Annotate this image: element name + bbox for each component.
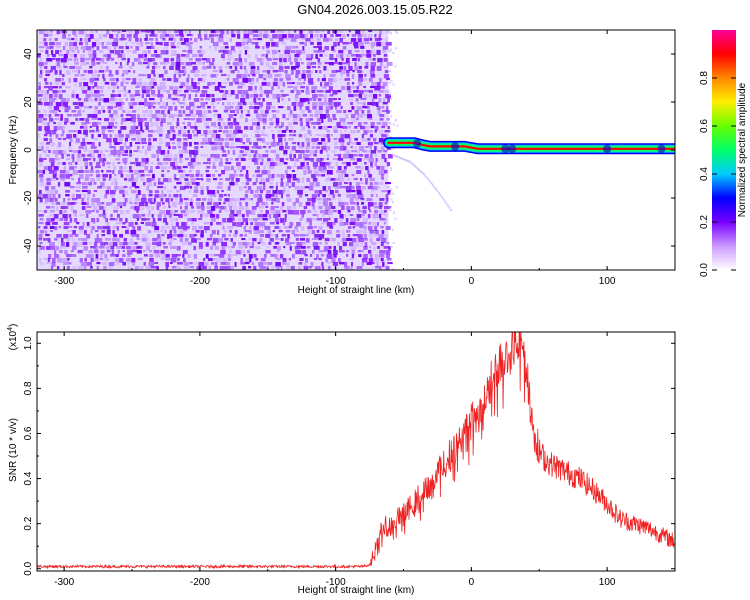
spectrogram-ytick-label: 40 — [23, 48, 34, 60]
spectrogram-xtick-label: 100 — [599, 276, 616, 287]
snr-axes: -300 -200 -100 0 100 0.0 0.2 0.4 0.6 0.8 1.0 — [23, 332, 676, 588]
snr-scale-label: (x104) — [7, 324, 19, 351]
faint-arc — [391, 153, 453, 212]
snr-panel: -300 -200 -100 0 100 0.0 0.2 0.4 0.6 0.8 1.0 Heigh… — [7, 324, 676, 596]
spectrogram-xtick-label: -200 — [190, 276, 210, 287]
spectrogram-ytick-label: -40 — [23, 238, 34, 253]
colorbar-tick-label: 0.0 — [699, 263, 710, 277]
snr-xlabel: Height of straight line (km) — [298, 585, 415, 596]
chart-title: GN04.2026.003.15.05.R22 — [297, 2, 452, 17]
snr-xtick-label: -300 — [54, 577, 74, 588]
signal-ridge — [383, 137, 675, 155]
snr-scale-exponent: 4 — [7, 327, 14, 331]
snr-xtick-label: 100 — [599, 577, 616, 588]
snr-scale-close: ) — [8, 324, 19, 327]
spectrogram-ytick-label: 20 — [23, 96, 34, 108]
snr-xtick-label: -200 — [190, 577, 210, 588]
snr-xtick-label: 0 — [469, 577, 475, 588]
snr-xtick-label: -100 — [326, 577, 346, 588]
snr-plot-area — [37, 332, 675, 570]
spectrogram-plot-area — [37, 30, 675, 270]
snr-scale-prefix: (x10 — [8, 330, 19, 350]
colorbar-gradient — [712, 30, 736, 270]
colorbar-label: Normalized spectral amplitude — [737, 82, 748, 217]
spectrogram-xtick-label: -300 — [54, 276, 74, 287]
colorbar-ticks: 0.0 0.2 0.4 0.6 0.8 — [699, 71, 736, 277]
snr-ytick-label: 0.2 — [23, 516, 34, 530]
snr-ytick-label: 0.6 — [23, 426, 34, 440]
snr-ylabel: SNR (10 * v/v) — [8, 418, 19, 482]
snr-ytick-label: 0.4 — [23, 471, 34, 485]
colorbar-tick-label: 0.2 — [699, 215, 710, 229]
spectrogram-xlabel: Height of straight line (km) — [298, 285, 415, 296]
snr-frame — [36, 331, 676, 572]
snr-ytick-label: 0.8 — [23, 381, 34, 395]
snr-series-line — [37, 332, 675, 570]
colorbar-tick-label: 0.6 — [699, 119, 710, 133]
colorbar-tick-label: 0.8 — [699, 71, 710, 85]
ridge-layer-3 — [387, 141, 675, 150]
noise-region — [37, 30, 399, 270]
snr-ytick-label: 1.0 — [23, 336, 34, 350]
colorbar-tick-label: 0.4 — [699, 167, 710, 181]
spectrogram-ylabel: Frequency (Hz) — [8, 116, 19, 185]
spectrogram-ytick-label: -20 — [23, 190, 34, 205]
spectrogram-xtick-label: -100 — [326, 276, 346, 287]
colorbar: 0.0 0.2 0.4 0.6 0.8 Normalized spectral ampl… — [699, 30, 748, 277]
spectrogram-xtick-label: 0 — [469, 276, 475, 287]
snr-ytick-label: 0.0 — [23, 561, 34, 575]
spectrogram-ytick-label: 0 — [23, 147, 34, 153]
